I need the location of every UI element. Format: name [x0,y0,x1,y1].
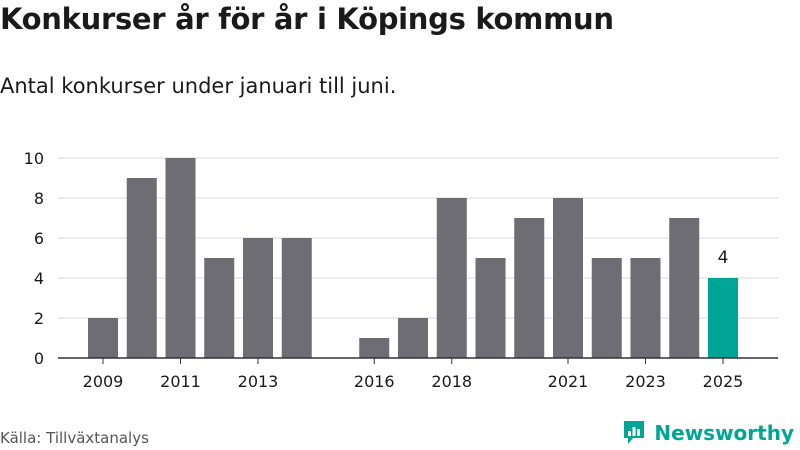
bar-2010 [126,178,157,358]
bar-2019 [475,258,506,358]
y-tick-label: 8 [34,189,44,208]
bar-2018 [436,198,467,358]
x-tick-label: 2016 [354,372,395,391]
bar-2024 [669,218,700,358]
x-tick-label: 2011 [160,372,201,391]
source-note: Källa: Tillväxtanalys [0,429,149,447]
bar-2009 [88,318,118,358]
x-tick-label: 2021 [548,372,589,391]
brand-name: Newsworthy [654,421,794,445]
x-tick-label: 2023 [625,372,666,391]
data-label: 4 [718,248,729,268]
x-axis-ticks: 2009 2011 2013 2016 2018 2021 2023 2025 [83,358,744,391]
bar-2023 [630,258,661,358]
y-axis-ticks: 0 2 4 6 8 10 [24,149,44,368]
brand: Newsworthy [622,420,794,446]
bar-2021 [553,198,583,358]
bar-2025 [708,278,738,358]
bars [88,158,738,358]
y-tick-label: 0 [34,349,44,368]
bar-2022 [591,258,622,358]
y-tick-label: 6 [34,229,44,248]
x-tick-label: 2018 [431,372,472,391]
data-labels: 4 [718,248,729,268]
bar-2020 [514,218,545,358]
bar-2013 [243,238,273,358]
bar-2017 [398,318,428,358]
newsworthy-logo-icon [624,421,645,444]
x-tick-label: 2025 [703,372,744,391]
bar-2014 [281,238,312,358]
y-tick-label: 2 [34,309,44,328]
x-tick-label: 2013 [238,372,279,391]
bar-2012 [204,258,235,358]
bar-2016 [359,338,390,358]
y-tick-label: 4 [34,269,44,288]
chart-title: Konkurser år för år i Köpings kommun [0,2,614,36]
y-tick-label: 10 [24,149,44,168]
chart-subtitle: Antal konkurser under januari till juni. [0,74,397,98]
bar-2011 [165,158,196,358]
x-tick-label: 2009 [83,372,124,391]
